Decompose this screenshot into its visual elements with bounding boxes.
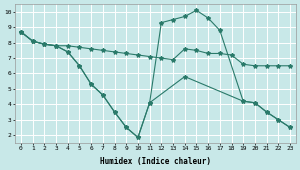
X-axis label: Humidex (Indice chaleur): Humidex (Indice chaleur) bbox=[100, 157, 211, 166]
